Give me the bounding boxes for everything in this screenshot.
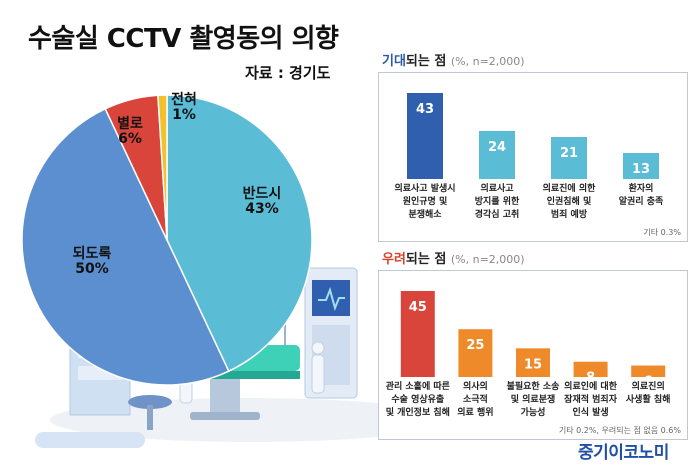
- concern-bar-4: [631, 365, 666, 377]
- pie-value-label-2: 6%: [118, 131, 142, 147]
- chart-title: 수술실 CCTV 촬영동의 의향: [28, 24, 339, 54]
- expected-bar-value-0: 43: [416, 102, 434, 117]
- expected-bar-value-1: 24: [488, 140, 506, 155]
- pie-slice-1: [21, 107, 230, 386]
- expected-category-label-2: 의료진에 의한 인권침해 및 범죄 예방: [542, 184, 596, 220]
- concern-bar-value-3: 8: [586, 371, 595, 386]
- pie-value-label-0: 43%: [245, 201, 279, 217]
- concern-note: 기타 0.2%, 우려되는 점 없음 0.6%: [558, 426, 681, 435]
- expected-bar-1: [479, 131, 515, 179]
- pie-slice-3: [157, 94, 168, 241]
- concern-category-label-4: 의료진의 사생활 침해: [625, 382, 671, 405]
- concern-bar-value-0: 45: [409, 300, 427, 315]
- concern-bar-value-2: 15: [524, 357, 542, 372]
- expected-title-highlight: 기대: [382, 54, 406, 69]
- brand-logo-text: 중기이코노미: [578, 443, 669, 463]
- pie-value-label-3: 1%: [172, 107, 196, 123]
- pie-slice-0: [166, 94, 313, 373]
- expected-note: 기타 0.3%: [643, 228, 681, 237]
- concern-bar-1: [458, 329, 493, 377]
- concern-subtitle: (%, n=2,000): [450, 253, 525, 266]
- expected-bar-2: [551, 137, 587, 179]
- pie-category-label-3: 전혀: [171, 91, 197, 108]
- source-label: 자료 : 경기도: [245, 64, 331, 82]
- expected-category-label-3: 환자의 알권리 충족: [618, 184, 664, 207]
- expected-subtitle: (%, n=2,000): [450, 55, 525, 68]
- expected-panel-title: 기대되는 점 (%, n=2,000): [382, 50, 525, 69]
- concern-bar-3: [573, 361, 608, 377]
- pie-category-label-1: 되도록: [73, 246, 112, 262]
- pie-value-label-1: 50%: [75, 261, 109, 277]
- expected-title-rest: 되는 점: [405, 54, 447, 69]
- concern-category-label-3: 의료인에 대한 잠재적 범죄자 인식 발생: [564, 382, 617, 418]
- concern-bar-panel: 45 25 15 8 6 기타 0.2%, 우려되는 점 없음 0.6% 관리 소홀에 …: [378, 270, 688, 440]
- expected-bar-value-2: 21: [560, 146, 578, 161]
- expected-bar-3: [623, 153, 659, 179]
- expected-bar-value-3: 13: [632, 162, 650, 177]
- concern-bar-value-4: 6: [644, 375, 653, 390]
- expected-bar-panel: 43 24 21 13 기타 0.3% 의료사고 발생시 원인규명 및 분쟁해소 의료사…: [378, 72, 688, 242]
- concern-bar-0: [400, 291, 435, 377]
- expected-category-label-0: 의료사고 발생시 원인규명 및 분쟁해소: [394, 184, 456, 220]
- expected-bar-chart: 43 24 21 13: [407, 93, 659, 179]
- concern-title-highlight: 우려: [382, 252, 406, 267]
- concern-bar-value-1: 25: [466, 338, 484, 353]
- concern-bar-2: [516, 348, 550, 377]
- concern-bar-chart: 45 25 15 8 6: [400, 291, 666, 390]
- concern-panel-title: 우려되는 점 (%, n=2,000): [382, 248, 525, 267]
- pie-category-label-0: 반드시: [243, 185, 282, 202]
- expected-bar-0: [407, 93, 443, 179]
- concern-category-label-2: 불필요한 소송 및 의료분쟁 가능성: [506, 382, 560, 418]
- pie-category-label-2: 별로: [117, 115, 143, 132]
- concern-title-rest: 되는 점: [405, 252, 447, 267]
- concern-category-label-1: 의사의 소극적 의료 행위: [457, 382, 494, 418]
- concern-category-label-0: 관리 소홀에 따른 수술 영상유출 및 개인정보 침해: [385, 382, 450, 418]
- expected-category-label-1: 의료사고 방지를 위한 경각심 고취: [474, 184, 520, 220]
